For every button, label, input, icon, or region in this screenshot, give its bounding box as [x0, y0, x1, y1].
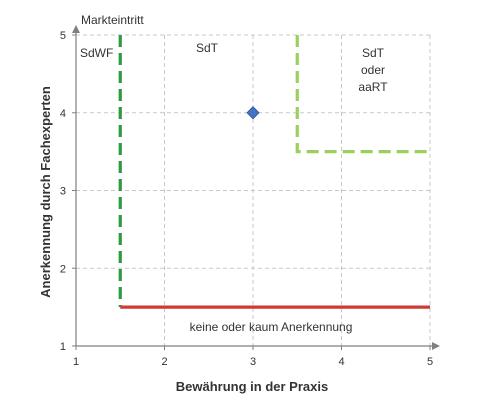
y-tick-label-1: 1 [60, 341, 66, 353]
annotation-sdt-aart-1: SdT [362, 46, 385, 60]
y-tick-label-3: 3 [60, 186, 66, 198]
x-axis-label: Bewährung in der Praxis [176, 379, 328, 394]
x-tick-label-1: 1 [73, 356, 79, 368]
reference-line-sdt-aart [295, 35, 430, 154]
y-axis-label: Anerkennung durch Fachexperten [38, 86, 53, 298]
x-tick-label-5: 5 [427, 356, 433, 368]
annotation-sdt-aart-3: aaRT [358, 80, 388, 94]
y-tick-label-4: 4 [60, 108, 66, 120]
annotation-sdwf: SdWF [80, 46, 113, 60]
annotation-sdt-aart-2: oder [361, 63, 385, 77]
annotation-markteintritt: Markteintritt [81, 13, 144, 27]
y-tick-label-5: 5 [60, 30, 66, 42]
y-tick-label-2: 2 [60, 263, 66, 275]
x-tick-label-4: 4 [338, 356, 344, 368]
annotation-sdt: SdT [196, 41, 219, 55]
x-tick-label-2: 2 [161, 356, 167, 368]
annotation-keine-anerkennung: keine oder kaum Anerkennung [190, 320, 353, 334]
data-point-0-0 [246, 106, 260, 120]
x-tick-label-3: 3 [250, 356, 256, 368]
reference-lines [118, 35, 430, 309]
data-points [246, 106, 260, 120]
axes [72, 25, 440, 350]
tick-labels: 1 2 3 4 5 1 2 3 4 5 [60, 30, 433, 368]
